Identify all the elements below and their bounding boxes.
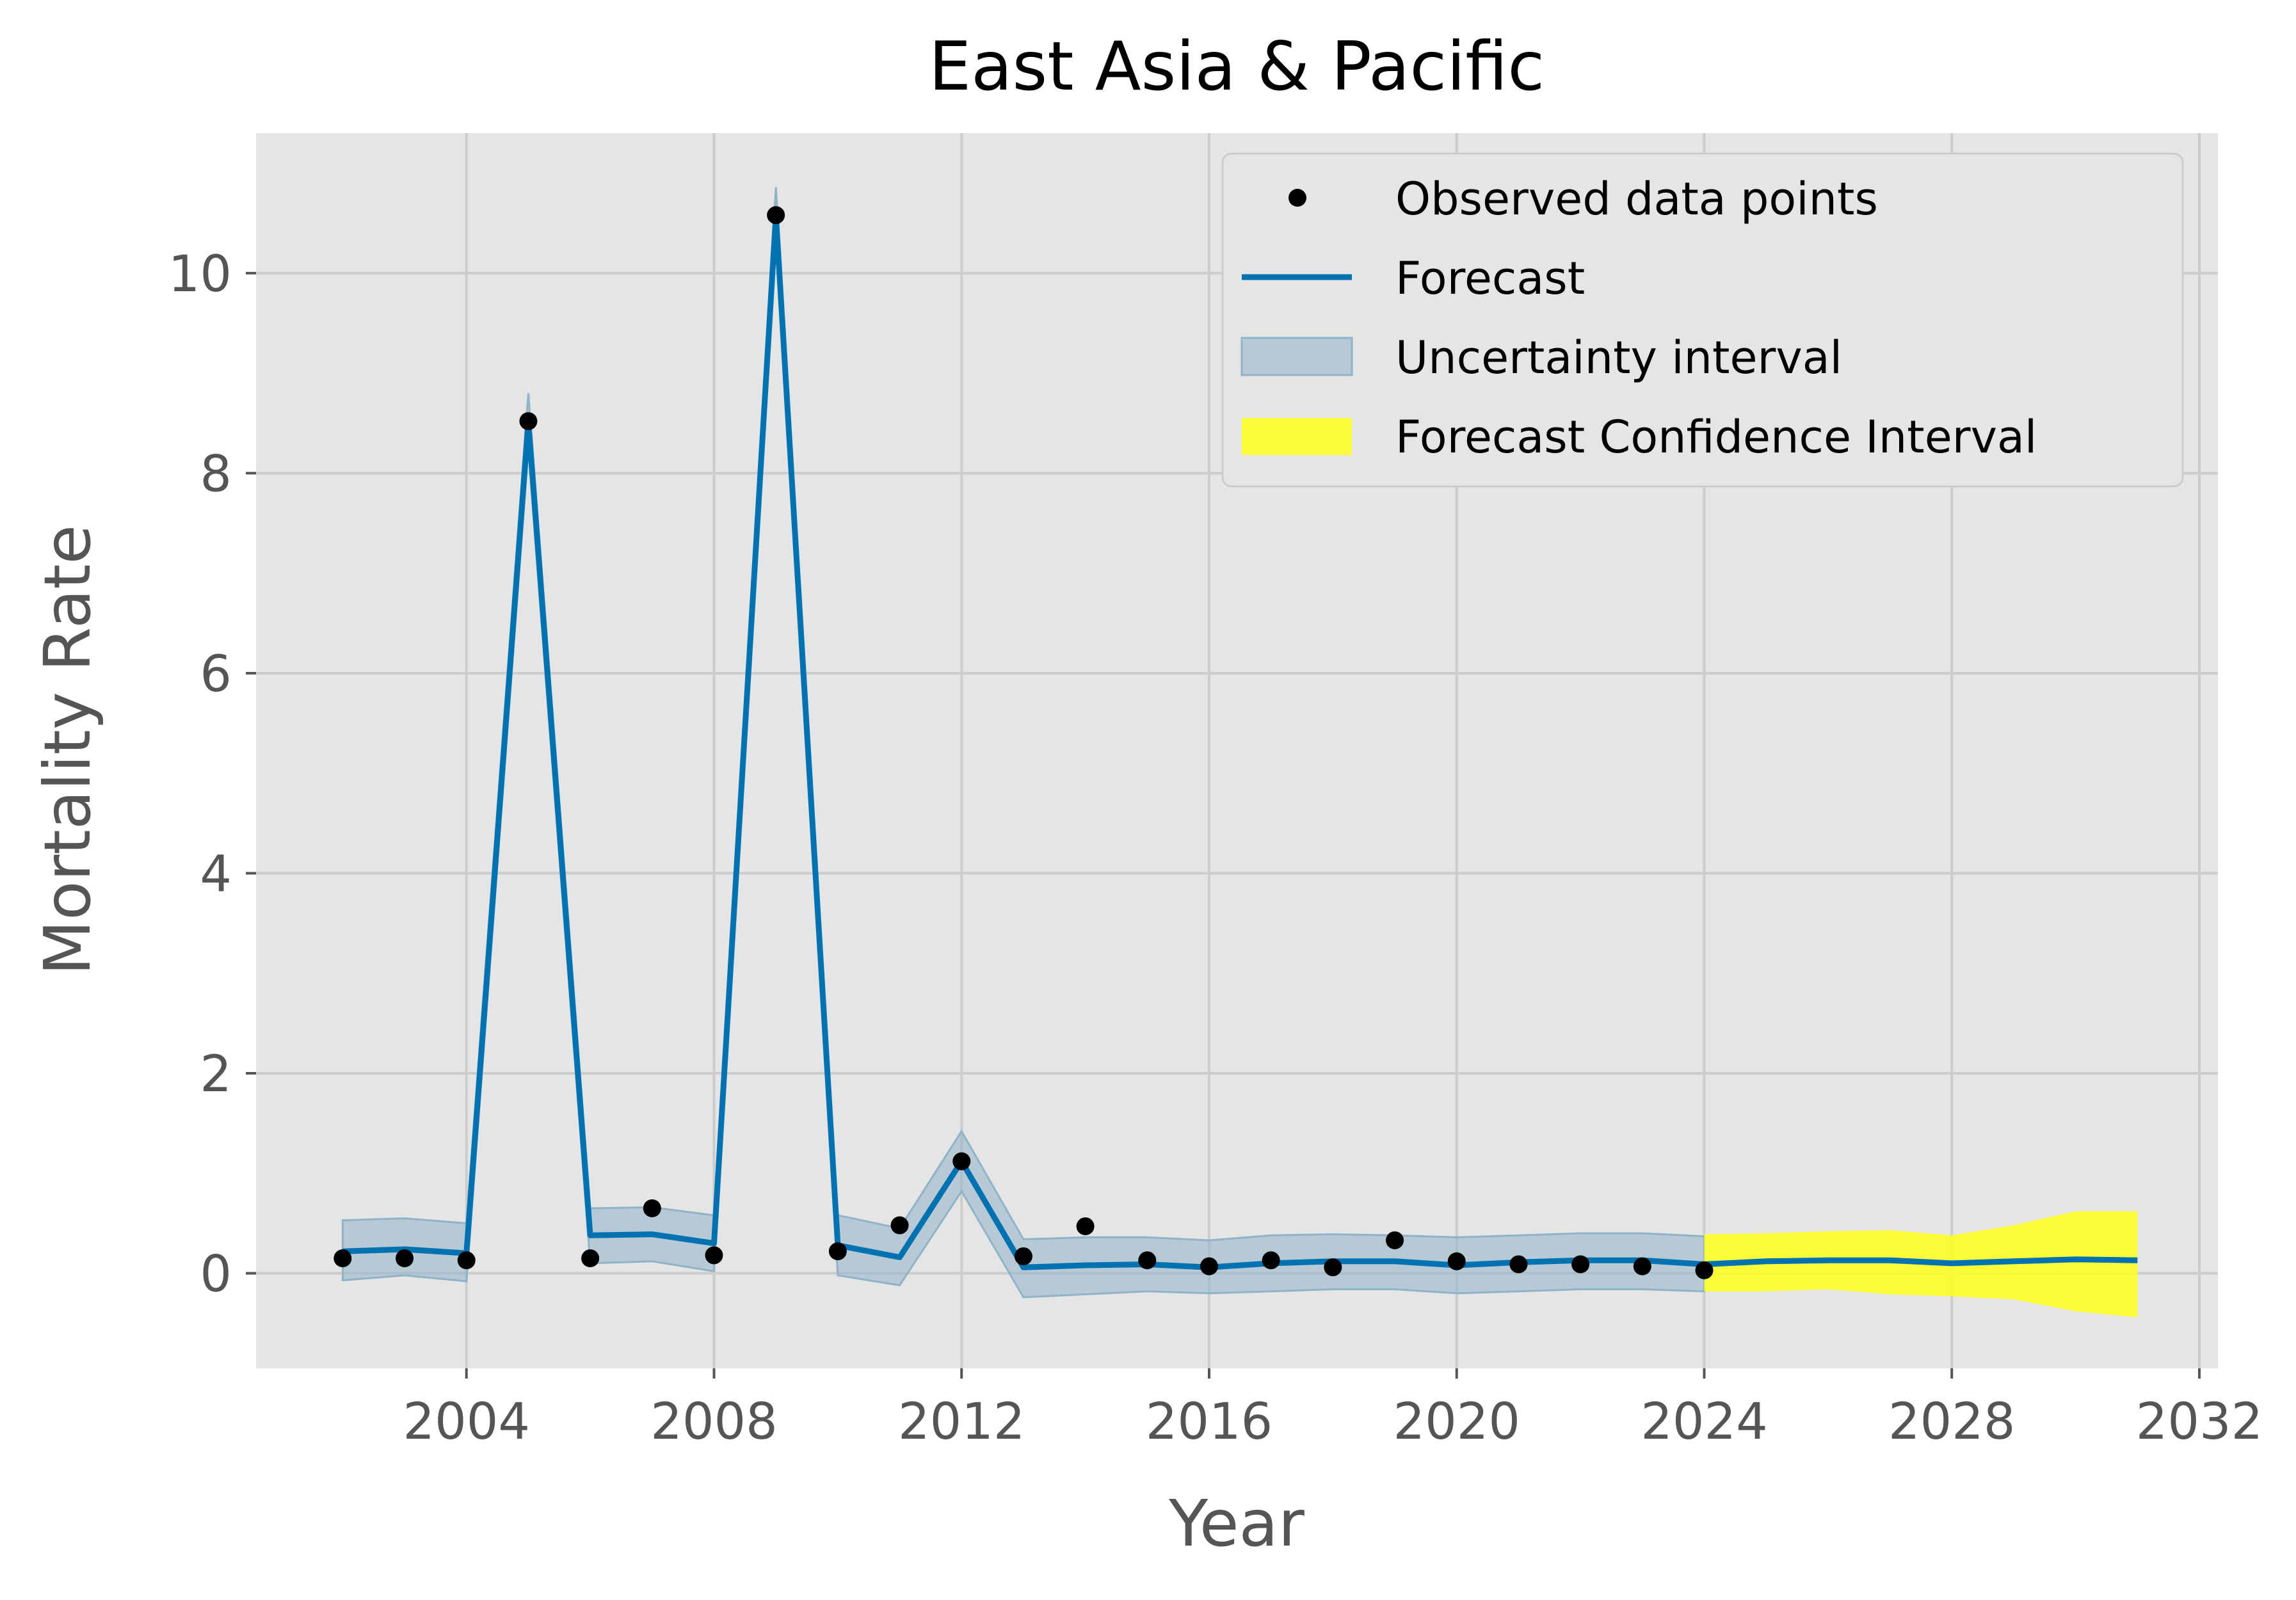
y-tick-label: 2 xyxy=(200,1046,232,1103)
observed-point xyxy=(705,1246,723,1265)
x-tick-label: 2012 xyxy=(898,1393,1025,1451)
x-tick-label: 2004 xyxy=(403,1393,530,1451)
y-axis-title: Mortality Rate xyxy=(30,525,105,975)
observed-point xyxy=(828,1242,847,1261)
observed-point xyxy=(1200,1257,1218,1276)
y-tick-label: 0 xyxy=(200,1246,232,1304)
observed-point xyxy=(952,1152,971,1171)
observed-point xyxy=(890,1216,909,1235)
ticks: 2004 2008 2012 2016 2020 2024 2028 2032 0 2 4 6 8 10 xyxy=(168,246,2263,1451)
legend-label-uncertainty: Uncertainty interval xyxy=(1395,332,1842,384)
points xyxy=(333,206,1714,1279)
observed-point xyxy=(1633,1257,1651,1276)
observed-point xyxy=(643,1199,661,1217)
legend-label-observed: Observed data points xyxy=(1395,173,1878,225)
observed-point xyxy=(1447,1252,1466,1270)
observed-point xyxy=(1509,1255,1528,1274)
lines xyxy=(342,212,2138,1270)
observed-point xyxy=(1695,1261,1714,1279)
x-tick-label: 2008 xyxy=(650,1393,778,1451)
observed-point xyxy=(396,1249,414,1268)
legend-box xyxy=(1221,152,2184,488)
x-tick-label: 2016 xyxy=(1146,1393,1273,1451)
observed-point xyxy=(519,412,538,431)
observed-point xyxy=(1076,1217,1095,1236)
x-tick-label: 2020 xyxy=(1393,1393,1520,1451)
observed-point xyxy=(1138,1251,1157,1270)
x-tick-label: 2032 xyxy=(2136,1393,2263,1451)
legend-marker-confidence xyxy=(1242,418,1352,455)
x-tick-label: 2028 xyxy=(1888,1393,2016,1451)
observed-point xyxy=(1571,1255,1590,1274)
y-tick-label: 4 xyxy=(200,845,232,903)
observed-point xyxy=(1324,1258,1342,1277)
x-tick-label: 2024 xyxy=(1641,1393,1768,1451)
observed-point xyxy=(1386,1231,1404,1249)
observed-point xyxy=(581,1249,600,1268)
legend-marker-observed xyxy=(1288,189,1306,207)
x-axis-title: Year xyxy=(1168,1486,1305,1561)
observed-point xyxy=(767,206,785,225)
chart-title: East Asia & Pacific xyxy=(929,28,1545,106)
legend-label-confidence: Forecast Confidence Interval xyxy=(1395,411,2037,463)
y-tick-label: 8 xyxy=(200,445,232,503)
legend-marker-uncertainty xyxy=(1240,337,1353,376)
observed-point xyxy=(333,1249,352,1268)
legend-label-forecast: Forecast xyxy=(1395,252,1585,305)
legend: Observed data points Forecast Uncertaint… xyxy=(1221,152,2184,488)
observed-point xyxy=(1262,1251,1280,1270)
forecast-line xyxy=(342,212,2138,1270)
y-tick-label: 10 xyxy=(168,246,232,303)
observed-point xyxy=(457,1251,476,1270)
observed-point xyxy=(1014,1247,1032,1265)
y-tick-label: 6 xyxy=(200,646,232,703)
